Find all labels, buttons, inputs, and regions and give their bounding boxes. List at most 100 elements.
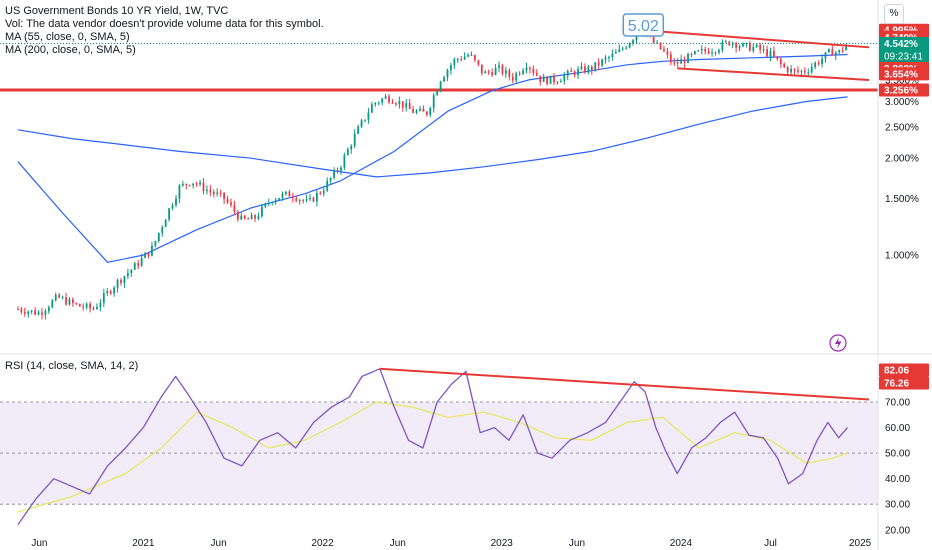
lightning-icon[interactable] <box>829 334 847 352</box>
candle[interactable] <box>106 288 109 296</box>
candle[interactable] <box>54 292 57 302</box>
candle[interactable] <box>147 252 150 259</box>
candle[interactable] <box>247 217 250 220</box>
candle[interactable] <box>209 185 212 197</box>
candle[interactable] <box>381 97 384 106</box>
candle[interactable] <box>47 305 50 314</box>
candle[interactable] <box>92 306 95 311</box>
candle[interactable] <box>96 303 98 310</box>
candle[interactable] <box>230 198 232 208</box>
candle[interactable] <box>831 45 834 56</box>
candle[interactable] <box>298 198 301 205</box>
candle[interactable] <box>748 40 751 52</box>
candle[interactable] <box>752 43 755 54</box>
candle[interactable] <box>123 275 126 288</box>
candle[interactable] <box>20 306 23 315</box>
candle[interactable] <box>721 39 724 53</box>
candle[interactable] <box>309 193 311 202</box>
candle[interactable] <box>542 73 545 83</box>
candle[interactable] <box>618 44 621 53</box>
candle[interactable] <box>508 68 511 81</box>
candle[interactable] <box>525 62 528 74</box>
candle[interactable] <box>58 293 61 299</box>
candle[interactable] <box>175 195 177 208</box>
candle[interactable] <box>690 52 693 58</box>
candle[interactable] <box>271 201 274 206</box>
candle[interactable] <box>346 147 349 156</box>
candle[interactable] <box>762 45 765 54</box>
candle[interactable] <box>109 289 112 296</box>
candle[interactable] <box>480 64 483 76</box>
candle[interactable] <box>405 98 408 112</box>
candle[interactable] <box>343 152 346 171</box>
candle[interactable] <box>559 78 562 83</box>
candle[interactable] <box>553 73 555 86</box>
candle[interactable] <box>676 58 679 68</box>
candle[interactable] <box>236 209 239 222</box>
candle[interactable] <box>157 232 160 243</box>
price-pane[interactable]: 5.02 <box>0 13 878 352</box>
candle[interactable] <box>412 105 415 114</box>
candle[interactable] <box>144 252 146 259</box>
candle[interactable] <box>556 81 559 85</box>
candle[interactable] <box>133 261 136 270</box>
candle[interactable] <box>487 69 490 75</box>
candle[interactable] <box>773 46 775 58</box>
candle[interactable] <box>453 57 456 69</box>
candle[interactable] <box>216 188 219 197</box>
candle[interactable] <box>257 212 260 221</box>
candle[interactable] <box>824 52 827 63</box>
candle[interactable] <box>178 183 181 204</box>
candle[interactable] <box>384 93 387 100</box>
candle[interactable] <box>803 67 806 75</box>
candle[interactable] <box>601 58 604 68</box>
candle[interactable] <box>632 39 634 46</box>
candle[interactable] <box>408 98 411 109</box>
candle[interactable] <box>443 75 445 82</box>
candle[interactable] <box>425 111 428 117</box>
upper-trendline[interactable] <box>643 29 870 49</box>
candle[interactable] <box>254 214 256 222</box>
candle[interactable] <box>27 310 30 318</box>
candle[interactable] <box>377 101 380 106</box>
candle[interactable] <box>432 92 435 113</box>
candle[interactable] <box>168 207 171 222</box>
candle[interactable] <box>164 218 167 227</box>
candle[interactable] <box>659 42 662 50</box>
candle[interactable] <box>766 45 768 58</box>
candle[interactable] <box>353 129 356 149</box>
candle[interactable] <box>814 61 817 70</box>
candle[interactable] <box>17 306 19 311</box>
candle[interactable] <box>584 63 586 74</box>
candle[interactable] <box>680 54 683 64</box>
candle[interactable] <box>99 299 102 312</box>
candle[interactable] <box>515 71 518 84</box>
candle[interactable] <box>841 47 844 54</box>
candle[interactable] <box>797 66 799 74</box>
candle[interactable] <box>697 49 700 52</box>
candle[interactable] <box>611 49 614 61</box>
candle[interactable] <box>161 225 164 237</box>
candle[interactable] <box>357 124 360 135</box>
candle[interactable] <box>195 181 198 187</box>
candle[interactable] <box>388 93 390 105</box>
candle[interactable] <box>759 42 762 54</box>
candle[interactable] <box>587 64 590 75</box>
candle[interactable] <box>687 52 689 64</box>
candle[interactable] <box>484 70 487 74</box>
candle[interactable] <box>322 186 325 197</box>
candle[interactable] <box>367 108 370 124</box>
candle[interactable] <box>291 192 294 203</box>
candle[interactable] <box>604 55 607 64</box>
candle[interactable] <box>278 197 280 200</box>
candle[interactable] <box>456 57 459 63</box>
candle[interactable] <box>663 45 665 53</box>
candle[interactable] <box>261 203 263 219</box>
candle[interactable] <box>82 303 85 311</box>
candle[interactable] <box>391 99 394 104</box>
candle[interactable] <box>735 41 738 53</box>
candle[interactable] <box>535 68 538 77</box>
candle[interactable] <box>319 191 322 195</box>
candle[interactable] <box>597 58 600 71</box>
candle[interactable] <box>102 288 105 308</box>
